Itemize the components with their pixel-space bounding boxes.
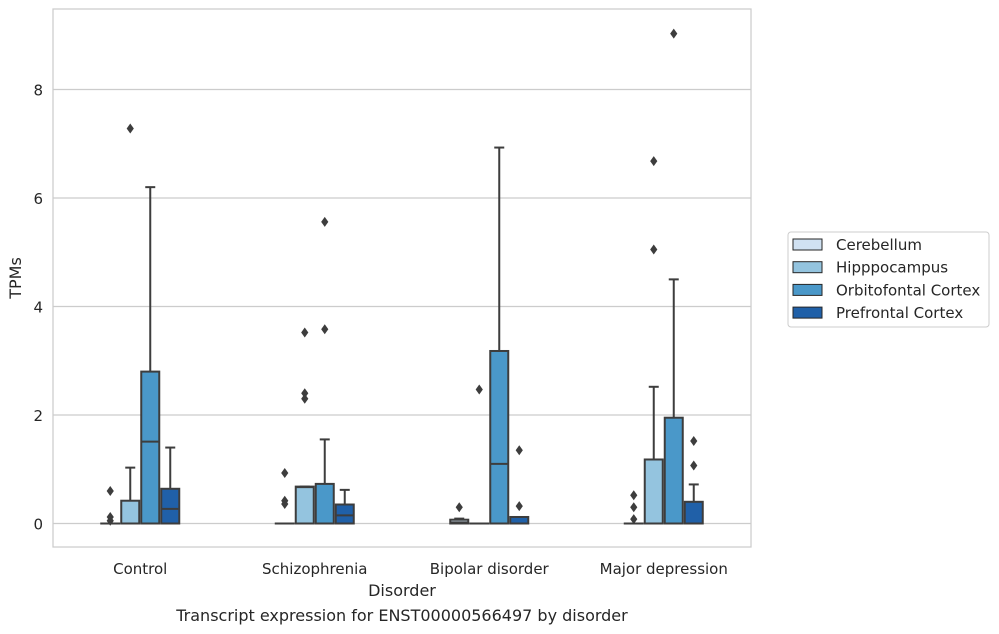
x-tick-label: Major depression <box>600 560 728 578</box>
outlier-point <box>281 498 289 509</box>
box-hipppocampus <box>120 123 141 525</box>
y-tick-label: 8 <box>33 82 43 100</box>
box-body <box>120 499 141 525</box>
box-hipppocampus <box>469 384 490 525</box>
outlier-point <box>650 156 658 167</box>
y-tick-label: 0 <box>33 516 43 534</box>
box-body <box>663 416 684 525</box>
outlier-point <box>650 244 658 255</box>
outlier-point <box>321 324 329 335</box>
legend-label: Cerebellum <box>836 236 922 254</box>
box-prefrontal-cortex <box>160 446 181 525</box>
legend-swatch <box>792 261 823 274</box>
outlier-point <box>106 485 114 496</box>
legend-label: Orbitofontal Cortex <box>836 281 980 299</box>
y-axis-label: TPMs <box>6 257 25 300</box>
x-axis-label: Disorder <box>368 581 436 600</box>
chart-title: Transcript expression for ENST0000056649… <box>176 606 628 625</box>
legend-frame <box>787 231 990 328</box>
legend-label: Hipppocampus <box>836 259 948 277</box>
outlier-point <box>515 501 523 512</box>
y-tick-label: 6 <box>33 190 43 208</box>
outlier-point <box>630 490 638 501</box>
x-tick-label: Schizophrenia <box>262 560 367 578</box>
legend-swatch <box>792 283 823 296</box>
outlier-point <box>630 502 638 513</box>
outlier-point <box>301 388 309 399</box>
box-body <box>683 500 704 525</box>
box-orbitofontal-cortex <box>663 28 684 525</box>
outlier-point <box>106 515 114 526</box>
outlier-point <box>690 460 698 471</box>
box-prefrontal-cortex <box>334 488 355 525</box>
legend-swatch <box>792 306 823 319</box>
box-body <box>140 370 161 525</box>
box-body <box>489 349 510 525</box>
legend: Cerebellum Hipppocampus Orbitofontal Corte… <box>787 231 990 328</box>
legend-swatch <box>792 238 823 251</box>
box-body <box>294 485 315 525</box>
box-body <box>334 503 355 525</box>
x-tick-label: Bipolar disorder <box>430 560 550 578</box>
x-tick-label: Control <box>113 560 167 578</box>
x-axis-ticks: Control Schizophrenia Bipolar disorder Majo… <box>113 560 728 578</box>
box-hipppocampus <box>643 156 664 525</box>
box-body <box>643 458 664 525</box>
outlier-point <box>281 468 289 479</box>
outlier-point <box>301 327 309 338</box>
outlier-point <box>515 445 523 456</box>
y-tick-label: 2 <box>33 407 43 425</box>
outlier-point <box>690 436 698 447</box>
outlier-point <box>670 28 678 39</box>
outlier-point <box>321 216 329 227</box>
outlier-point <box>301 393 309 404</box>
box-cerebellum <box>449 502 470 525</box>
box-hipppocampus <box>294 327 315 525</box>
plot-frame <box>52 8 752 548</box>
outlier-point <box>630 514 638 525</box>
box-orbitofontal-cortex <box>489 146 510 525</box>
outlier-point <box>455 502 463 513</box>
y-tick-label: 4 <box>33 299 43 317</box>
box-prefrontal-cortex <box>683 436 704 525</box>
legend-label: Prefrontal Cortex <box>836 304 963 322</box>
outlier-point <box>126 123 134 134</box>
box-body <box>160 487 181 525</box>
box-marks <box>100 28 704 526</box>
box-cerebellum <box>100 485 121 526</box>
outlier-point <box>475 384 483 395</box>
box-body <box>314 482 335 525</box>
box-cerebellum <box>274 468 295 525</box>
box-prefrontal-cortex <box>509 445 530 525</box>
y-axis-ticks: 0 2 4 6 8 <box>33 82 43 534</box>
box-orbitofontal-cortex <box>140 186 161 525</box>
box-orbitofontal-cortex <box>314 216 335 525</box>
box-cerebellum <box>623 490 644 525</box>
